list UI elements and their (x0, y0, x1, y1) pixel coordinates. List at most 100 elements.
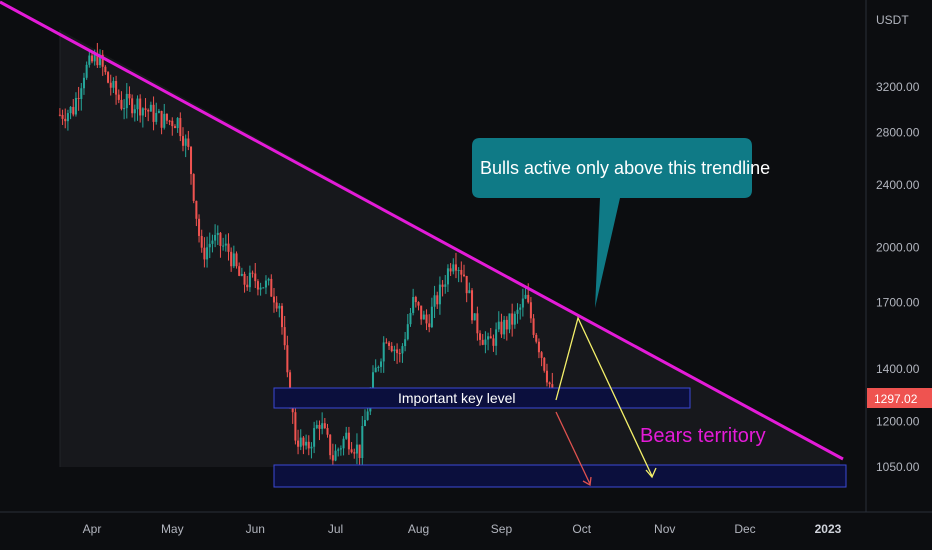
x-tick-label: May (161, 522, 184, 536)
candle-up (438, 284, 441, 305)
candle-up (310, 446, 313, 449)
candle-up (513, 313, 516, 325)
candle-up (371, 372, 375, 392)
candle-down (326, 428, 329, 435)
x-tick-label: Dec (734, 522, 755, 536)
candle-up (355, 444, 358, 454)
candle-up (93, 53, 96, 62)
candle-up (412, 297, 415, 313)
candle-down (227, 243, 230, 252)
candle-down (179, 118, 182, 137)
candle-down (152, 104, 155, 122)
candle-down (61, 114, 64, 119)
candle-down (449, 268, 452, 272)
candle-up (264, 280, 267, 288)
y-tick-label: 1400.00 (876, 362, 920, 376)
candle-up (299, 437, 302, 447)
candle-down (144, 108, 147, 110)
candle-down (398, 353, 401, 355)
descending-trendline (0, 0, 844, 461)
candle-up (224, 243, 227, 246)
candle-up (401, 346, 404, 354)
candle-up (222, 245, 225, 247)
candle-up (74, 97, 77, 115)
candle-up (214, 234, 217, 241)
candle-up (123, 108, 126, 110)
candle-up (315, 424, 318, 429)
candle-up (484, 339, 487, 345)
candle-down (323, 423, 326, 429)
candle-up (334, 450, 337, 461)
candle-down (235, 253, 238, 267)
candle-up (524, 294, 527, 299)
candle-down (329, 434, 332, 456)
candle-down (460, 269, 463, 275)
candle-up (382, 342, 385, 362)
candle-down (243, 273, 246, 285)
candle-up (503, 319, 506, 335)
candle-down (492, 338, 495, 346)
candle-down (256, 281, 259, 290)
candle-down (537, 341, 540, 353)
candle-up (141, 108, 144, 116)
candle-up (374, 367, 377, 373)
candle-down (96, 53, 99, 66)
candle-down (390, 345, 393, 352)
candle-down (64, 118, 67, 122)
x-tick-label: 2023 (815, 522, 842, 536)
candle-up (433, 295, 436, 307)
candle-down (471, 290, 474, 321)
candle-up (66, 113, 69, 122)
y-tick-label: 1050.00 (876, 460, 920, 474)
candle-down (307, 441, 310, 449)
candle-up (497, 321, 500, 330)
candle-down (251, 272, 254, 274)
candle-down (291, 407, 294, 413)
candle-down (101, 54, 104, 67)
candle-down (420, 305, 423, 320)
candle-down (200, 235, 203, 248)
projection-path (555, 316, 653, 477)
candle-down (173, 126, 176, 129)
candle-up (184, 138, 187, 146)
candle-up (155, 112, 158, 122)
candle-down (350, 449, 353, 453)
candle-down (527, 294, 530, 303)
candle-up (157, 110, 160, 113)
candle-down (286, 345, 289, 373)
candle-up (377, 366, 380, 368)
red-arrowhead (582, 476, 592, 487)
candle-down (481, 339, 484, 345)
candle-down (107, 72, 110, 83)
candle-down (168, 120, 171, 122)
candle-up (430, 306, 433, 328)
x-tick-label: Sep (491, 522, 513, 536)
candle-down (58, 114, 61, 116)
x-tick-label: Aug (408, 522, 429, 536)
candle-up (88, 55, 91, 65)
candle-up (69, 106, 72, 114)
candle-down (302, 437, 305, 446)
candle-up (125, 93, 128, 109)
candle-up (495, 329, 498, 346)
candle-down (353, 452, 356, 454)
candle-up (452, 264, 455, 272)
candle-down (230, 251, 233, 267)
last-price-badge (867, 388, 932, 408)
candle-up (446, 268, 449, 285)
candle-down (128, 93, 131, 99)
candle-up (457, 269, 460, 271)
candle-up (112, 81, 115, 88)
candle-down (358, 444, 361, 459)
candle-down (436, 295, 439, 305)
candle-up (240, 273, 243, 276)
candle-down (283, 327, 286, 346)
candle-down (462, 274, 466, 276)
candle-up (363, 420, 366, 427)
candle-down (109, 82, 112, 88)
candle-down (203, 247, 206, 260)
candle-up (99, 54, 102, 66)
candle-up (337, 449, 340, 451)
candle-down (192, 174, 195, 201)
candle-up (259, 287, 262, 290)
